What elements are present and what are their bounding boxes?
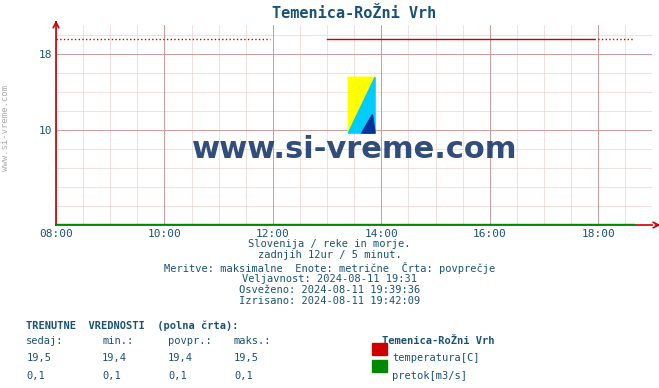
Text: 0,1: 0,1 [168, 371, 186, 381]
Text: Slovenija / reke in morje.: Slovenija / reke in morje. [248, 239, 411, 249]
Text: 0,1: 0,1 [102, 371, 121, 381]
Text: maks.:: maks.: [234, 336, 272, 346]
Text: Meritve: maksimalne  Enote: metrične  Črta: povprečje: Meritve: maksimalne Enote: metrične Črta… [164, 262, 495, 274]
Text: 0,1: 0,1 [234, 371, 252, 381]
Text: Veljavnost: 2024-08-11 19:31: Veljavnost: 2024-08-11 19:31 [242, 274, 417, 284]
Text: 19,5: 19,5 [234, 353, 259, 363]
Text: TRENUTNE  VREDNOSTI  (polna črta):: TRENUTNE VREDNOSTI (polna črta): [26, 320, 239, 331]
Text: www.si-vreme.com: www.si-vreme.com [1, 85, 10, 171]
Text: sedaj:: sedaj: [26, 336, 64, 346]
Text: www.si-vreme.com: www.si-vreme.com [192, 135, 517, 164]
Polygon shape [362, 114, 375, 133]
Text: min.:: min.: [102, 336, 133, 346]
Text: pretok[m3/s]: pretok[m3/s] [392, 371, 467, 381]
Text: temperatura[C]: temperatura[C] [392, 353, 480, 363]
Title: Temenica-RoŽni Vrh: Temenica-RoŽni Vrh [272, 6, 436, 21]
Text: 0,1: 0,1 [26, 371, 45, 381]
Text: povpr.:: povpr.: [168, 336, 212, 346]
Text: zadnjih 12ur / 5 minut.: zadnjih 12ur / 5 minut. [258, 250, 401, 260]
Text: 19,4: 19,4 [102, 353, 127, 363]
Text: Izrisano: 2024-08-11 19:42:09: Izrisano: 2024-08-11 19:42:09 [239, 296, 420, 306]
Text: Osveženo: 2024-08-11 19:39:36: Osveženo: 2024-08-11 19:39:36 [239, 285, 420, 295]
Polygon shape [348, 77, 375, 133]
Text: Temenica-RoŽni Vrh: Temenica-RoŽni Vrh [382, 336, 495, 346]
Text: 19,4: 19,4 [168, 353, 193, 363]
Polygon shape [348, 77, 375, 133]
Text: 19,5: 19,5 [26, 353, 51, 363]
